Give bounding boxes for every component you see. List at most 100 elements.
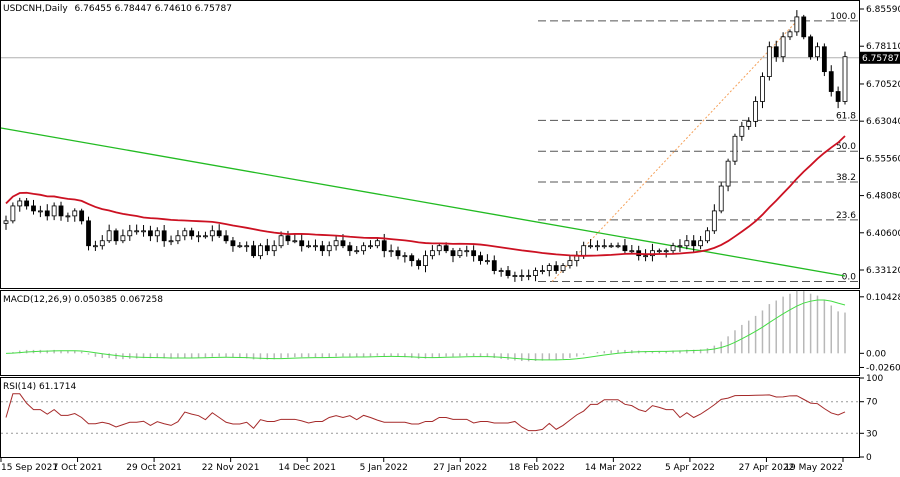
candle-body [553,265,559,271]
candle-body [58,205,64,217]
candle-body [154,230,160,237]
price-axis-label: 6.63040 [866,117,900,127]
candle-body [698,240,703,247]
axis-labels: 6.85590 6.78110 6.70520 6.63040 6.55560 6.480… [0,5,900,473]
current-price-label: 6.75787 [862,54,899,64]
candle-body [429,250,435,257]
candle-body [134,230,140,233]
fib-level-label: 23.6 [836,211,856,221]
candle-body [828,71,834,92]
price-axis-label: 6.48080 [866,192,900,202]
candle-body [801,16,807,38]
candle-body [230,240,236,247]
candle-body [361,245,367,252]
candle-body [540,270,545,272]
candle-body [340,240,346,247]
candle-body [615,245,621,248]
price-axis-label: 6.55560 [866,154,900,164]
candle-body [821,46,827,73]
candle-body [484,260,490,263]
candle-body [216,230,222,237]
macd-marks [5,290,846,362]
candle-body [519,275,525,277]
price-axis-label: 6.70520 [866,80,900,90]
candle-body [753,101,758,122]
candle-body [402,255,408,258]
rsi-axis-label: 70 [866,398,878,408]
candle-body [72,210,78,217]
main-panel-frame [0,0,860,289]
candle-body [436,245,442,252]
candle-body [423,255,428,267]
time-axis-label: 18 Feb 2022 [509,463,565,473]
candle-body [663,250,669,253]
ohlc-label: 6.76455 6.78447 6.74610 6.75787 [75,4,232,14]
candle-body [388,250,394,253]
macd-axis-label: 0.104286 [866,293,900,303]
price-axis-label: 6.33120 [866,266,900,276]
candle-body [739,125,745,137]
candle-body [718,185,724,212]
main-panel-header: USDCNH,Daily 6.76455 6.78447 6.74610 6.7… [3,4,232,14]
macd-signal-line [5,299,846,361]
candle-body [760,76,765,102]
candle-body [313,245,318,248]
candle-body [560,265,566,271]
candle-body [319,245,325,252]
candle-body [223,235,229,242]
candle-body [120,235,126,242]
rsi-line [5,393,846,432]
candle-body [546,265,552,271]
candle-body [491,260,497,271]
candle-body [285,235,291,242]
candle-body [478,255,483,262]
candle-body [581,245,587,257]
candle-body [264,245,270,252]
time-axis-label: 29 Oct 2021 [126,463,182,473]
rsi-marks [1,393,859,434]
candle-body [209,230,215,237]
candle-body [533,270,538,276]
candle-body [374,240,380,247]
rsi-panel-frame [0,377,860,458]
candle-body [44,210,50,217]
candle-body [244,245,250,248]
candle-body [629,250,635,253]
moving-average-line [5,135,846,257]
time-axis-label: 5 Apr 2022 [665,463,715,473]
candle-body [203,235,208,238]
candle-body [780,36,786,58]
time-axis-label: 22 Nov 2021 [202,463,260,473]
macd-axis-label: 0.00 [866,349,886,359]
candle-body [416,260,422,267]
candle-body [141,230,146,233]
candle-body [746,120,752,127]
candle-body [794,16,800,33]
time-axis-label: 27 Jan 2022 [433,463,487,473]
candle-body [725,160,731,187]
macd-panel-frame [0,290,860,376]
candle-body [79,210,85,222]
candle-body [189,230,195,237]
time-axis-label: 14 Mar 2022 [585,463,642,473]
fib-level-label: 61.8 [836,111,856,121]
candle-body [17,200,23,207]
candle-body [182,230,188,237]
candle-body [512,275,518,277]
candle-body [333,240,339,247]
candle-body [601,245,607,248]
candle-body [608,245,614,248]
rsi-axis-label: 100 [866,374,883,384]
time-axis-label: 7 Oct 2021 [53,463,103,473]
candle-body [168,240,174,243]
candle-body [643,255,648,258]
candle-body [354,250,360,253]
candle-body [505,270,511,276]
fib-level-label: 38.2 [836,173,856,183]
macd-label: MACD(12,26,9) 0.050385 0.067258 [3,295,163,305]
candle-body [567,260,573,267]
candle-body [113,230,119,242]
candle-body [37,210,43,213]
candle-body [3,220,9,224]
candle-body [326,245,332,252]
